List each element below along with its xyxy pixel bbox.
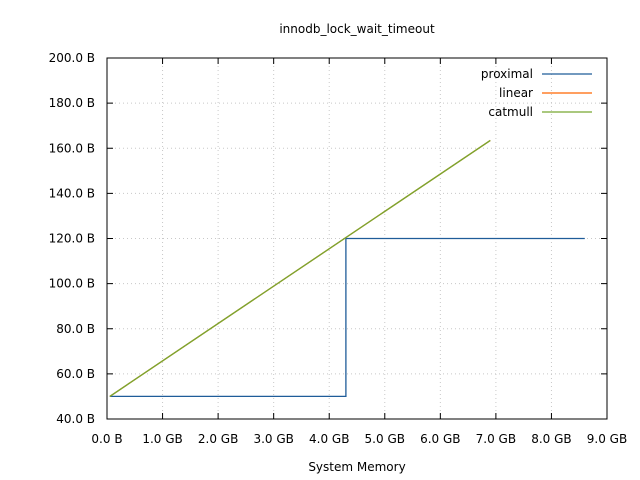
y-tick-label: 200.0 B xyxy=(49,51,95,65)
legend-label-catmull: catmull xyxy=(488,105,533,119)
y-tick-label: 40.0 B xyxy=(56,412,95,426)
legend-label-proximal: proximal xyxy=(481,67,533,81)
axis-ticks: 0.0 B 1.0 GB 2.0 GB 3.0 GB 4.0 GB 5.0 GB 6.0 G… xyxy=(49,51,628,446)
x-tick-label: 2.0 GB xyxy=(198,432,238,446)
x-tick-label: 4.0 GB xyxy=(309,432,349,446)
y-tick-label: 160.0 B xyxy=(49,141,95,155)
series-line-proximal xyxy=(109,237,585,398)
y-tick-label: 60.0 B xyxy=(56,367,95,381)
series-layer xyxy=(109,139,585,398)
x-tick-label: 3.0 GB xyxy=(253,432,293,446)
y-tick-label: 80.0 B xyxy=(56,322,95,336)
x-tick-label: 0.0 B xyxy=(91,432,122,446)
y-tick-label: 180.0 B xyxy=(49,96,95,110)
x-tick-label: 1.0 GB xyxy=(142,432,182,446)
legend-label-linear: linear xyxy=(499,86,533,100)
legend: proximal linear catmull xyxy=(481,67,592,119)
y-tick-label: 120.0 B xyxy=(49,232,95,246)
x-tick-label: 9.0 GB xyxy=(587,432,627,446)
x-tick-label: 7.0 GB xyxy=(476,432,516,446)
y-tick-label: 100.0 B xyxy=(49,277,95,291)
y-tick-label: 140.0 B xyxy=(49,186,95,200)
x-tick-label: 8.0 GB xyxy=(531,432,571,446)
series-line-catmull xyxy=(109,139,491,397)
chart-title: innodb_lock_wait_timeout xyxy=(279,22,435,36)
x-axis-label: System Memory xyxy=(308,460,405,474)
x-tick-label: 6.0 GB xyxy=(420,432,460,446)
x-tick-label: 5.0 GB xyxy=(365,432,405,446)
